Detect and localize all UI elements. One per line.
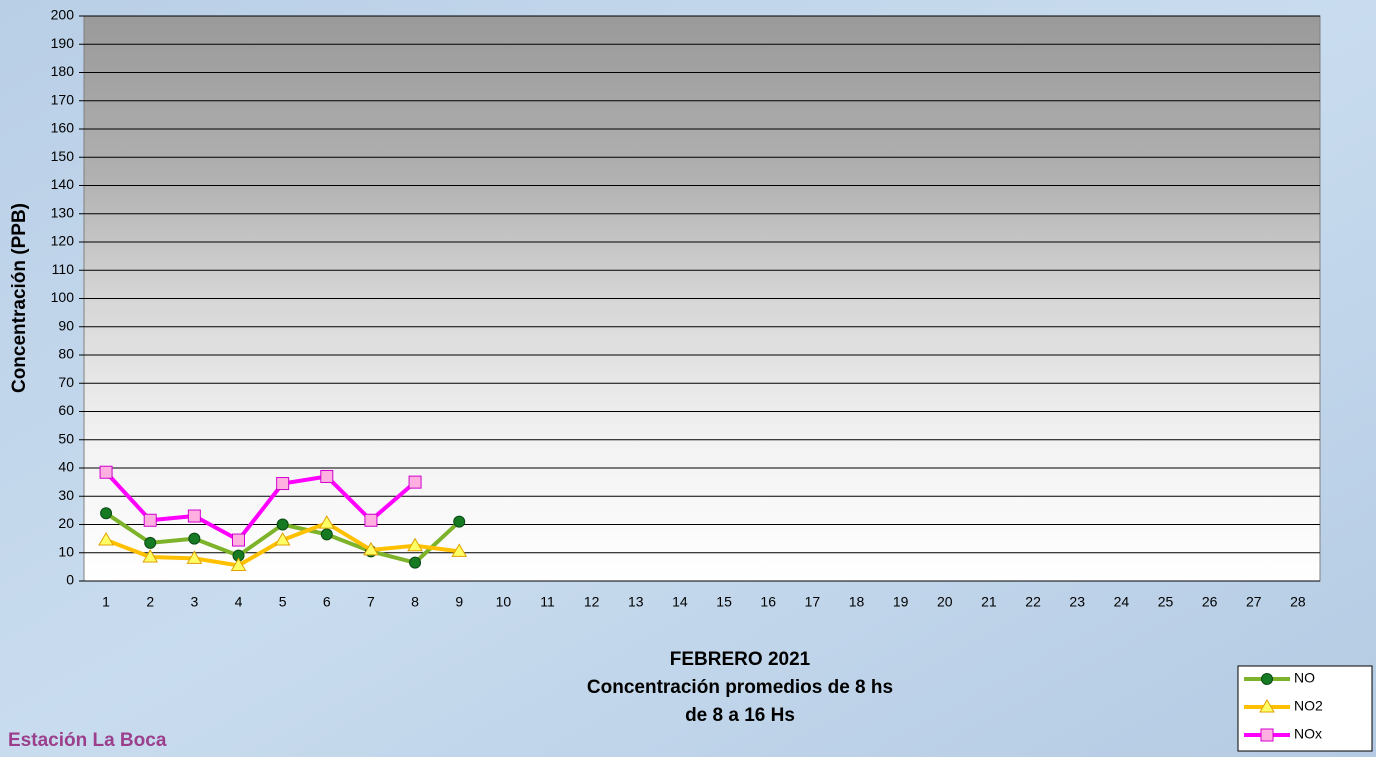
- y-tick-label: 20: [58, 515, 74, 531]
- x-tick-label: 1: [102, 594, 110, 610]
- legend-marker: [1260, 728, 1274, 742]
- x-tick-label: 10: [496, 594, 512, 610]
- y-tick-label: 100: [51, 289, 75, 305]
- y-tick-label: 30: [58, 487, 74, 503]
- x-tick-label: 28: [1290, 594, 1306, 610]
- marker: [364, 513, 378, 527]
- y-tick-label: 140: [51, 176, 75, 192]
- x-tick-label: 8: [411, 594, 419, 610]
- x-tick-label: 7: [367, 594, 375, 610]
- marker: [276, 477, 290, 491]
- y-tick-label: 150: [51, 148, 75, 164]
- marker: [142, 548, 159, 563]
- y-axis-label: Concentración (PPB): [9, 203, 30, 393]
- series-line: [104, 470, 417, 543]
- y-tick-label: 80: [58, 346, 74, 362]
- x-tick-label: 23: [1069, 594, 1085, 610]
- marker: [232, 533, 245, 547]
- x-tick-label: 21: [981, 594, 997, 610]
- y-tick-label: 170: [51, 91, 75, 107]
- x-tick-label: 24: [1114, 594, 1130, 610]
- y-tick-label: 40: [58, 459, 74, 475]
- marker: [320, 469, 334, 483]
- marker: [318, 515, 335, 529]
- x-tick-label: 5: [279, 594, 287, 610]
- y-tick-label: 130: [51, 204, 75, 220]
- marker: [186, 550, 203, 564]
- marker: [276, 518, 289, 531]
- y-tick-label: 10: [58, 543, 74, 559]
- y-tick-label: 190: [51, 35, 75, 51]
- chart-title: FEBRERO 2021: [670, 649, 811, 670]
- marker: [230, 557, 247, 571]
- marker: [320, 528, 333, 541]
- x-tick-label: 2: [146, 594, 154, 610]
- marker: [363, 541, 379, 556]
- y-tick-label: 120: [51, 233, 75, 249]
- marker: [188, 532, 201, 545]
- x-tick-label: 19: [893, 594, 909, 610]
- x-tick-label: 4: [235, 594, 243, 610]
- marker: [408, 475, 422, 489]
- legend-marker: [1261, 673, 1273, 685]
- x-tick-label: 17: [805, 594, 821, 610]
- marker: [407, 537, 423, 552]
- station-label: Estación La Boca: [8, 730, 167, 751]
- marker: [99, 465, 113, 479]
- marker: [144, 536, 157, 549]
- y-tick-label: 200: [51, 7, 75, 23]
- x-tick-label: 11: [540, 594, 555, 610]
- marker: [409, 556, 422, 569]
- marker: [98, 532, 114, 546]
- x-tick-label: 20: [937, 594, 953, 610]
- chart-subtitle: Concentración promedios de 8 hs: [587, 677, 893, 698]
- y-tick-label: 0: [66, 572, 74, 588]
- marker: [143, 513, 157, 527]
- y-tick-label: 110: [52, 261, 75, 277]
- marker: [451, 543, 468, 557]
- x-tick-label: 27: [1246, 594, 1262, 610]
- legend-label: NO2: [1294, 698, 1323, 714]
- x-tick-label: 16: [760, 594, 776, 610]
- legend-label: NOx: [1294, 726, 1322, 742]
- x-tick-label: 22: [1025, 594, 1041, 610]
- marker: [187, 509, 201, 523]
- y-tick-label: 60: [58, 402, 74, 418]
- x-tick-label: 26: [1202, 594, 1218, 610]
- y-tick-label: 50: [58, 430, 74, 446]
- marker: [274, 532, 291, 546]
- marker: [453, 515, 466, 528]
- marker: [100, 507, 113, 520]
- y-tick-label: 70: [58, 374, 74, 390]
- chart-subtitle: de 8 a 16 Hs: [685, 705, 795, 726]
- x-tick-label: 14: [672, 594, 688, 610]
- x-tick-label: 15: [716, 594, 732, 610]
- x-tick-label: 25: [1158, 594, 1174, 610]
- x-tick-label: 9: [455, 594, 463, 610]
- x-tick-label: 18: [849, 594, 865, 610]
- x-tick-label: 13: [628, 594, 644, 610]
- x-tick-label: 3: [190, 594, 198, 610]
- y-tick-label: 160: [51, 120, 75, 136]
- y-tick-label: 180: [51, 63, 75, 79]
- x-tick-label: 6: [323, 594, 331, 610]
- legend-label: NO: [1294, 670, 1315, 686]
- y-tick-label: 90: [58, 317, 74, 333]
- legend-marker: [1259, 699, 1275, 713]
- x-tick-label: 12: [584, 594, 600, 610]
